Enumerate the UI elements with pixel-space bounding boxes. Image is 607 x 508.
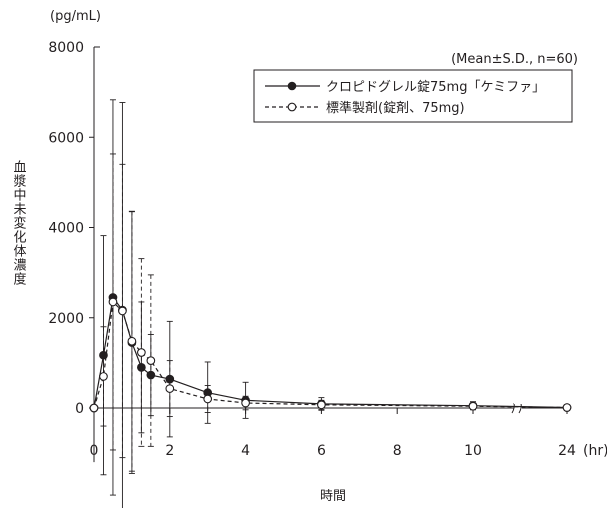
y-tick-label-0: 0 xyxy=(75,401,84,417)
legend-box xyxy=(253,69,573,123)
x-tick-label-6: 24 xyxy=(558,443,576,459)
legend-label-0: クロピドグレル錠75mg「ケミファ」 xyxy=(326,80,545,95)
data-points xyxy=(89,293,572,413)
point-s1-5 xyxy=(137,348,146,357)
axis-break-line-gap xyxy=(514,400,522,404)
x-axis-label: 時間 xyxy=(320,489,346,504)
legend: クロピドグレル錠75mg「ケミファ」 標準製剤(錠剤、75mg) xyxy=(253,69,573,123)
point-s0-5 xyxy=(137,363,146,372)
series-line-0 xyxy=(93,295,568,409)
x-tick-label-2: 4 xyxy=(241,443,250,459)
point-s1-10 xyxy=(317,400,326,410)
legend-label-1: 標準製剤(錠剤、75mg) xyxy=(326,100,465,116)
legend-marker-1 xyxy=(287,102,297,112)
y-unit-label: (pg/mL) xyxy=(50,9,101,24)
point-s1-1 xyxy=(99,372,108,381)
point-s0-1 xyxy=(99,350,108,360)
point-s1-4 xyxy=(127,336,137,346)
y-tick-label-3: 6000 xyxy=(48,130,84,146)
axis-break-gap xyxy=(514,402,522,414)
point-s1-6 xyxy=(146,356,156,365)
x-tick-label-3: 6 xyxy=(317,443,326,459)
y-tick-label-2: 4000 xyxy=(48,221,84,237)
y-tick-label-4: 8000 xyxy=(48,40,84,56)
y-axis-label: 血漿中未変化体濃度 xyxy=(11,160,27,286)
point-s1-7 xyxy=(165,384,175,393)
point-s1-9 xyxy=(241,398,250,408)
point-s1-12 xyxy=(562,403,572,412)
x-tick-label-1: 2 xyxy=(165,443,174,459)
point-s1-0 xyxy=(89,403,99,413)
legend-marker-0 xyxy=(287,81,297,91)
x-tick-label-0: 0 xyxy=(90,443,99,459)
point-s0-6 xyxy=(146,370,156,380)
point-s0-7 xyxy=(165,374,175,384)
x-tick-label-4: 8 xyxy=(393,443,402,459)
series-lines xyxy=(93,295,568,409)
annotation-label: (Mean±S.D., n=60) xyxy=(451,52,578,67)
x-tick-label-5: 10 xyxy=(464,443,482,459)
y-tick-label-1: 2000 xyxy=(48,311,84,327)
point-s1-11 xyxy=(468,401,478,411)
series-line-1 xyxy=(93,300,568,409)
point-s1-8 xyxy=(203,394,213,404)
point-s1-3 xyxy=(118,306,127,316)
point-s1-2 xyxy=(108,297,118,307)
x-unit-label: (hr) xyxy=(583,443,607,459)
